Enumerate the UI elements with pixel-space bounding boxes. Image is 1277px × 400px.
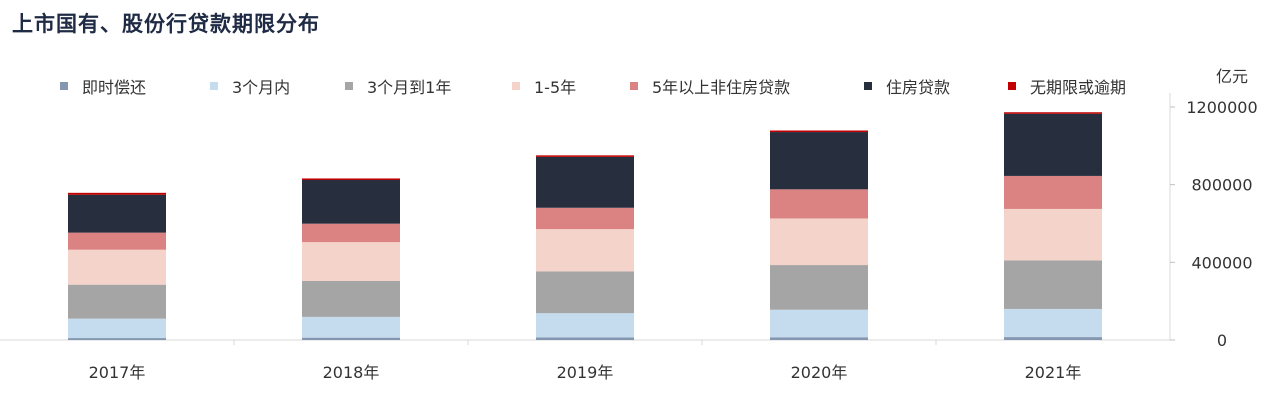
bar-segment [302,337,400,340]
bar-segment [770,189,868,219]
bar-segment [536,156,634,208]
bar-segment [770,218,868,266]
bar-segment [302,178,400,181]
legend-label: 1-5年 [534,78,576,97]
bar-segment [1004,208,1102,261]
legend-swatch [1008,82,1016,90]
y-tick-label: 800000 [1191,176,1252,195]
bar-segment [68,249,166,285]
bar-segment [536,337,634,340]
bar-segment [68,318,166,339]
y-axis-unit: 亿元 [1216,67,1248,86]
bar-segment [770,337,868,340]
legend-label: 无期限或逾期 [1030,78,1126,97]
bar-segment [536,313,634,338]
bar-segment [68,192,166,195]
x-tick-label: 2021年 [1025,363,1082,382]
legend-label: 5年以上非住房贷款 [652,78,790,97]
chart-title: 上市国有、股份行贷款期限分布 [12,11,320,36]
legend-swatch [60,82,68,90]
x-tick-label: 2020年 [791,363,848,382]
bar-segment [536,207,634,230]
bar-segment [1004,112,1102,114]
bar-segment [68,232,166,250]
bar-segment [68,338,166,340]
legend-swatch [345,82,353,90]
bar-segment [770,265,868,310]
legend-swatch [210,82,218,90]
bar-segment [536,229,634,272]
legend-swatch [512,82,520,90]
bar-segment [68,194,166,233]
x-tick-label: 2018年 [323,363,380,382]
bar-segment [302,180,400,224]
bar-segment [536,155,634,157]
bar-segment [1004,308,1102,338]
bar-segment [302,316,400,338]
legend-label: 即时偿还 [82,78,146,97]
bar-segment [770,130,868,133]
bar-segment [770,309,868,338]
bar-segment [1004,175,1102,209]
y-tick-label: 1200000 [1186,98,1257,117]
legend-label: 住房贷款 [886,78,950,97]
y-tick-label: 0 [1217,331,1227,350]
bar-segment [1004,337,1102,340]
bar-segment [1004,260,1102,309]
x-tick-label: 2019年 [557,363,614,382]
y-tick-label: 400000 [1191,253,1252,272]
bar-segment [770,132,868,190]
legend-swatch [864,82,872,90]
bar-segment [536,271,634,314]
bar-segment [302,223,400,243]
legend-label: 3个月内 [232,78,290,97]
bar-segment [68,284,166,319]
legend-label: 3个月到1年 [367,78,451,97]
bar-segment [302,280,400,317]
bar-segment [302,242,400,281]
bar-segment [1004,113,1102,176]
x-tick-label: 2017年 [89,363,146,382]
legend-swatch [630,82,638,90]
